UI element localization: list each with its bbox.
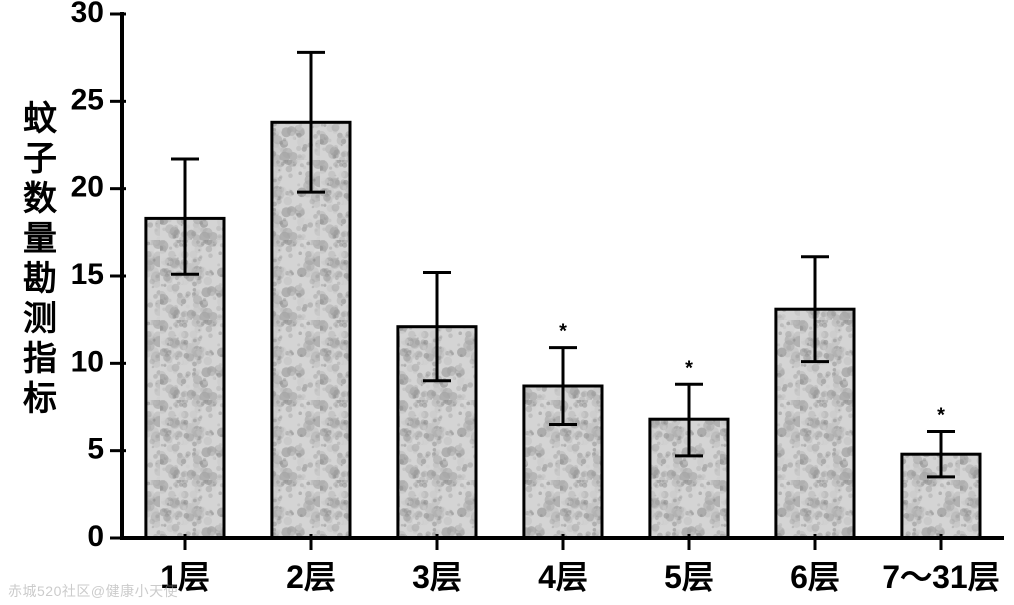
svg-text:25: 25: [71, 83, 104, 116]
svg-text:测: 测: [23, 300, 57, 338]
svg-text:10: 10: [71, 345, 104, 378]
svg-text:*: *: [937, 404, 945, 426]
svg-text:4层: 4层: [538, 559, 588, 595]
svg-text:指: 指: [23, 340, 57, 378]
svg-text:*: *: [685, 357, 693, 379]
svg-text:15: 15: [71, 258, 104, 291]
svg-text:5层: 5层: [664, 559, 714, 595]
svg-text:数: 数: [23, 180, 57, 218]
svg-text:2层: 2层: [286, 559, 336, 595]
svg-text:3层: 3层: [412, 559, 462, 595]
svg-text:0: 0: [87, 520, 104, 553]
svg-text:量: 量: [23, 220, 57, 258]
svg-text:7～31层: 7～31层: [882, 559, 999, 595]
svg-text:5: 5: [87, 433, 104, 466]
svg-text:勘: 勘: [23, 260, 57, 298]
svg-text:20: 20: [71, 171, 104, 204]
svg-text:子: 子: [23, 140, 57, 178]
svg-text:30: 30: [71, 0, 104, 29]
svg-text:*: *: [559, 321, 567, 343]
svg-text:蚊: 蚊: [23, 100, 58, 138]
svg-text:6层: 6层: [790, 559, 840, 595]
svg-text:标: 标: [23, 380, 57, 418]
watermark-text: 赤城520社区@健康小天使: [8, 581, 178, 601]
bar-chart: 0510152025301层2层3层*4层*5层6层*7～31层蚊子数量勘测指标: [0, 0, 1014, 605]
